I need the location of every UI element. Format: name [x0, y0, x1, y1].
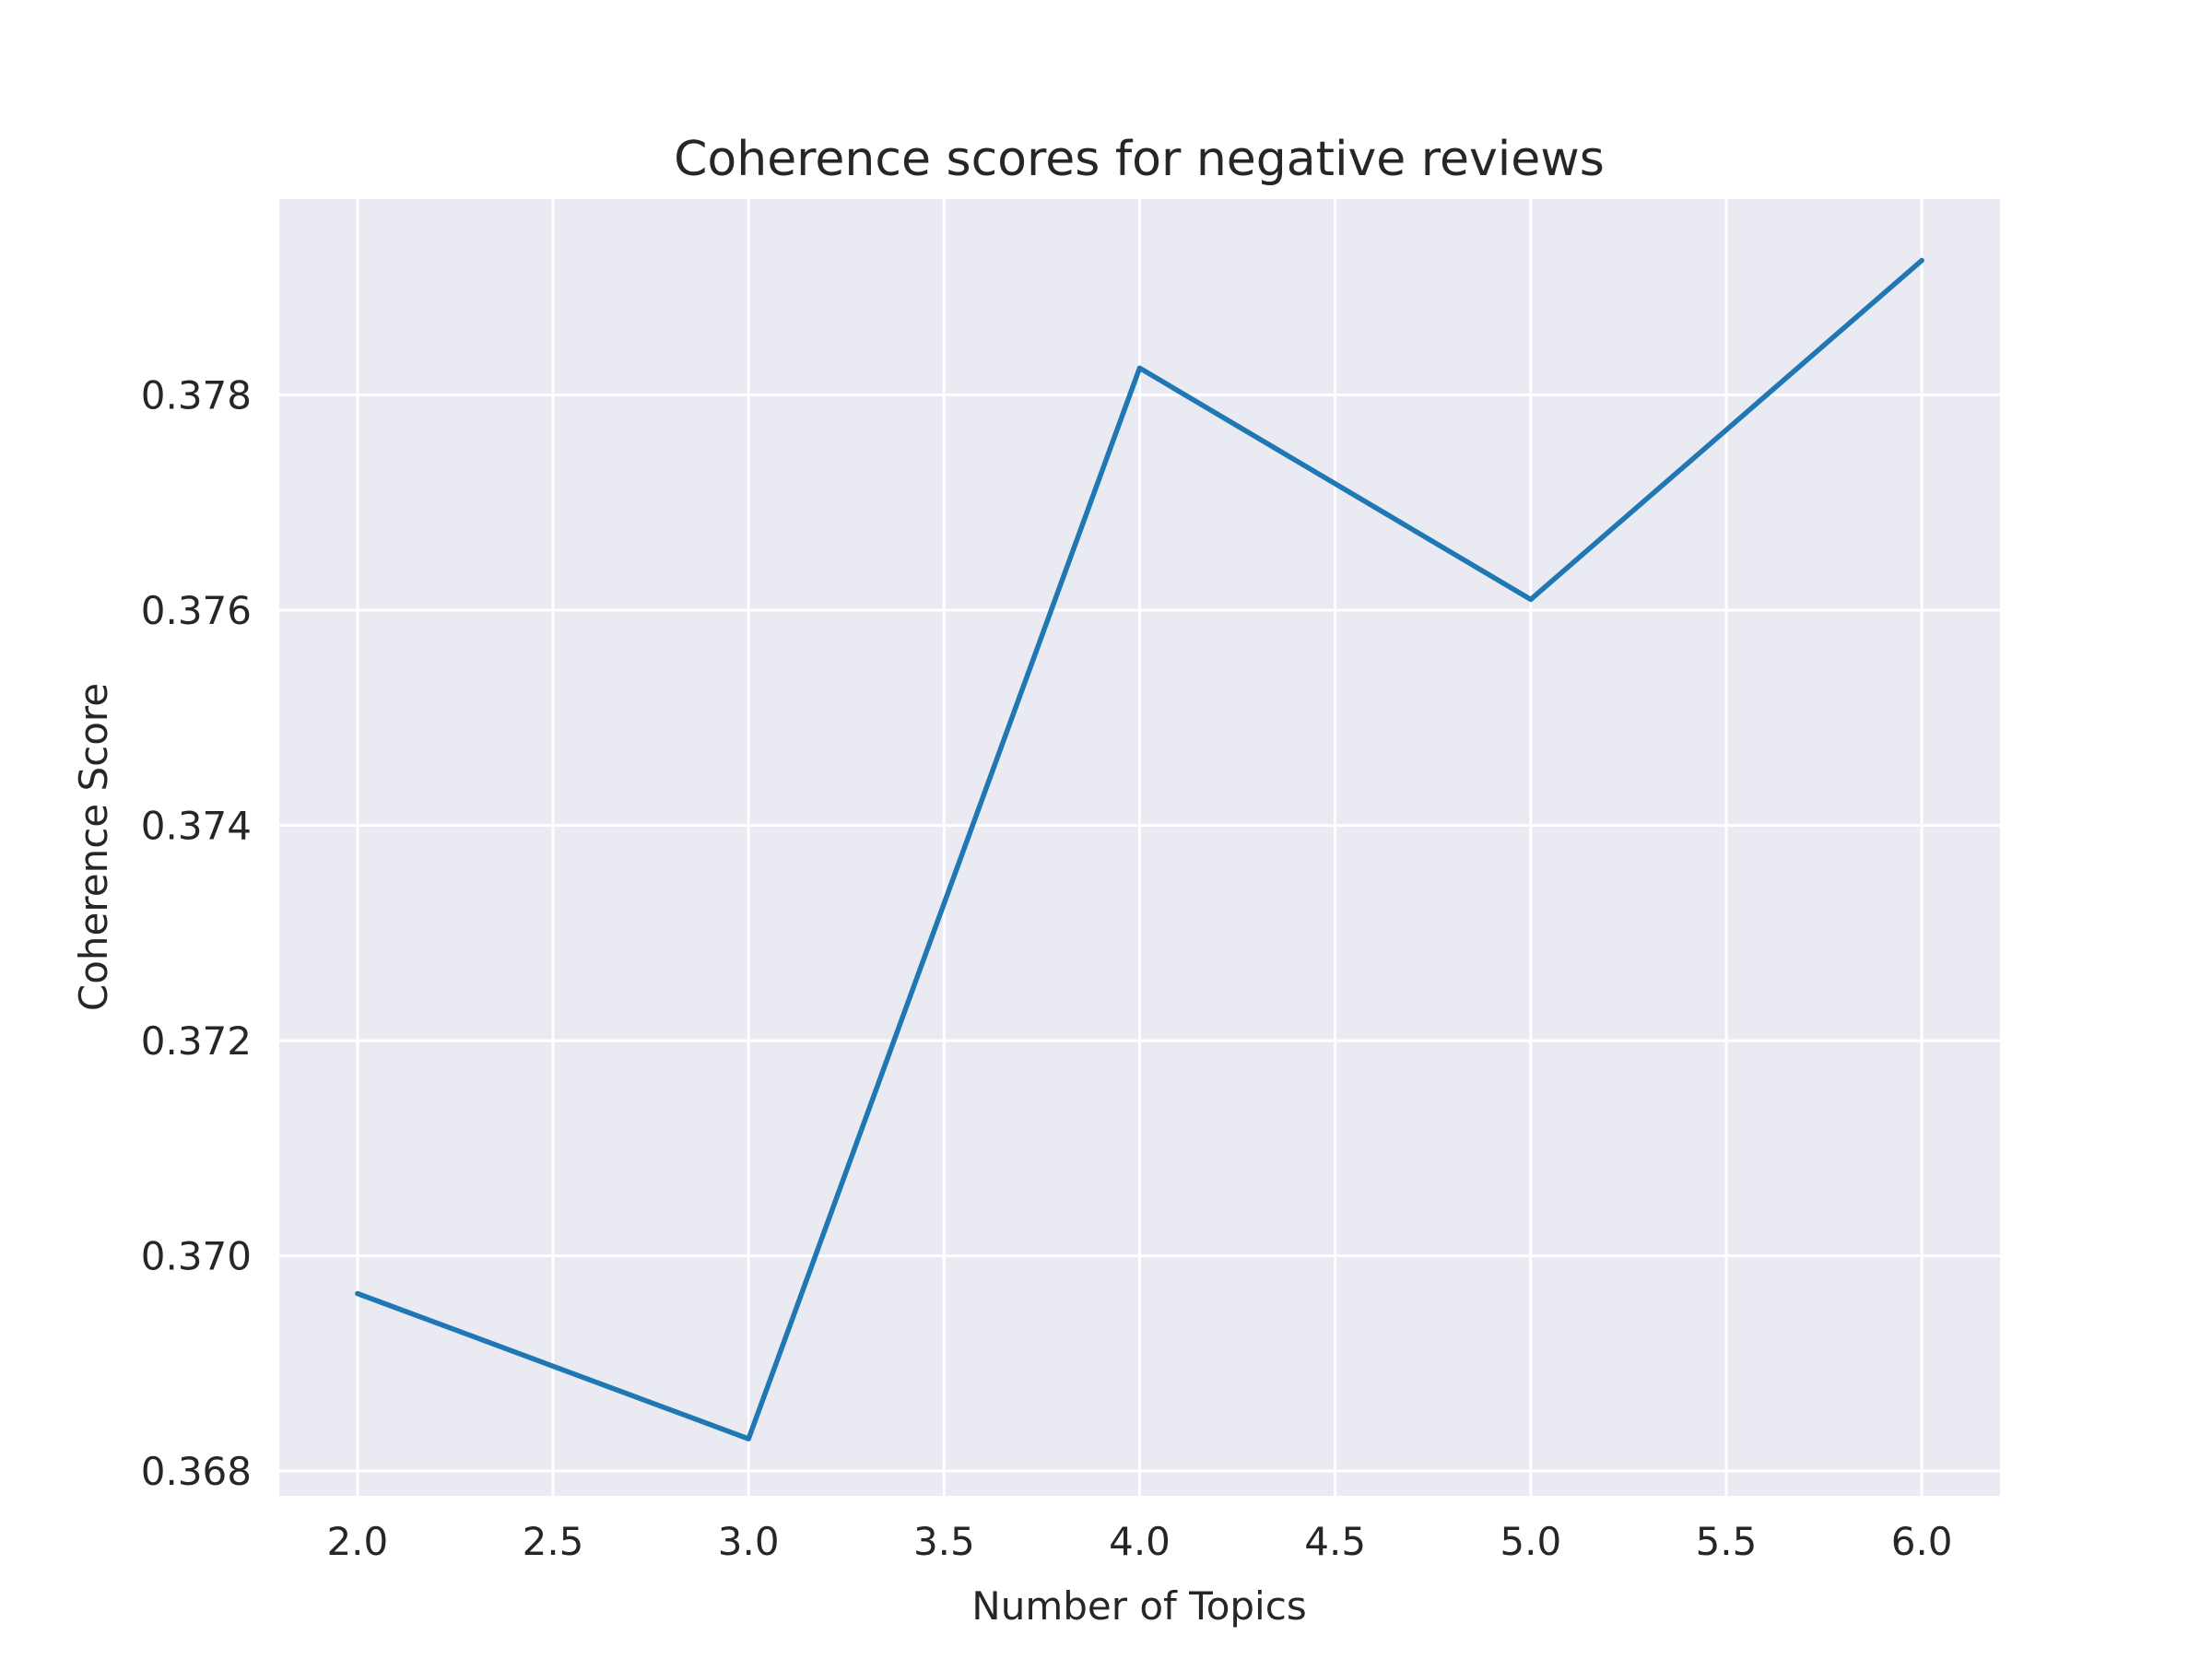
y-tick-label: 0.372: [141, 1018, 252, 1064]
x-tick-label: 5.0: [1500, 1519, 1561, 1564]
x-axis-label: Number of Topics: [971, 1583, 1306, 1629]
x-tick-label: 4.5: [1304, 1519, 1366, 1564]
series-line: [355, 257, 1924, 1441]
x-tick-label: 5.5: [1696, 1519, 1758, 1564]
series-layer: [355, 257, 1924, 1441]
x-tick-label: 2.5: [523, 1519, 584, 1564]
y-tick-label: 0.374: [141, 804, 252, 849]
grid-lines: [279, 199, 2000, 1496]
y-axis-ticks: 0.368 0.370 0.372 0.374 0.376 0.378: [141, 373, 252, 1495]
x-axis-ticks: 2.0 2.5 3.0 3.5 4.0 4.5 5.0 5.5 6.0: [326, 1519, 1952, 1564]
y-tick-label: 0.368: [141, 1449, 252, 1494]
x-tick-label: 3.0: [718, 1519, 780, 1564]
y-tick-label: 0.370: [141, 1234, 252, 1279]
x-tick-label: 4.0: [1109, 1519, 1171, 1564]
x-tick-label: 6.0: [1891, 1519, 1953, 1564]
chart-title: Coherence scores for negative reviews: [674, 132, 1605, 187]
y-axis-label: Coherence Score: [71, 683, 116, 1011]
x-tick-label: 3.5: [913, 1519, 975, 1564]
y-tick-label: 0.376: [141, 588, 252, 633]
y-tick-label: 0.378: [141, 373, 252, 418]
x-tick-label: 2.0: [326, 1519, 388, 1564]
